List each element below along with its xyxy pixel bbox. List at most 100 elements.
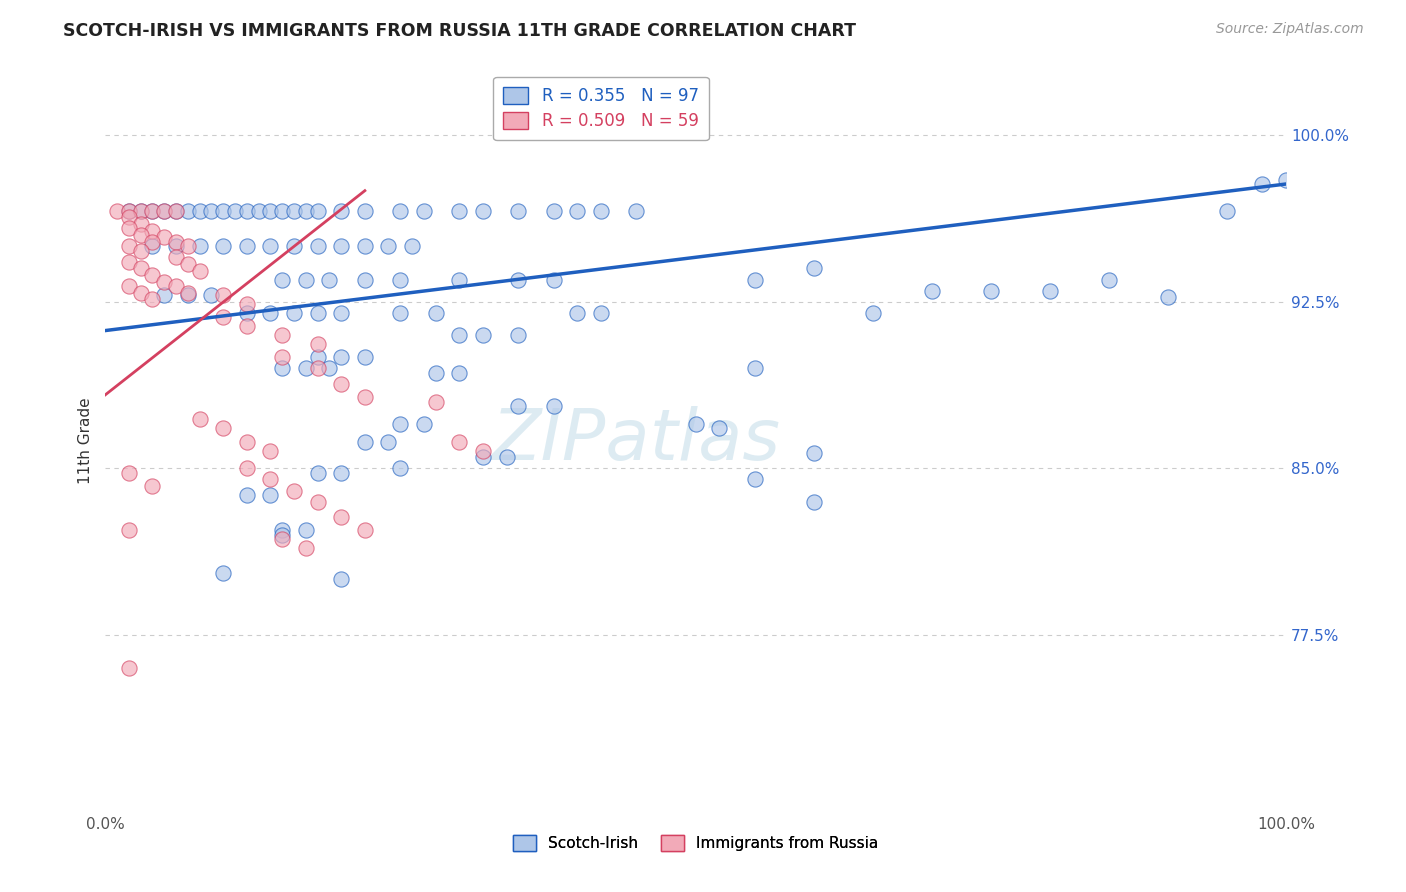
Point: [153, 203, 176, 218]
Point: [389, 461, 412, 475]
Point: [389, 272, 412, 286]
Point: [449, 328, 471, 343]
Point: [377, 239, 399, 253]
Point: [626, 203, 648, 218]
Point: [271, 361, 294, 376]
Point: [259, 203, 281, 218]
Point: [236, 461, 259, 475]
Point: [188, 239, 211, 253]
Point: [318, 361, 340, 376]
Point: [236, 319, 259, 334]
Point: [129, 244, 152, 258]
Point: [153, 230, 176, 244]
Point: [567, 203, 589, 218]
Point: [330, 572, 353, 586]
Point: [377, 434, 399, 449]
Point: [449, 434, 471, 449]
Point: [141, 479, 163, 493]
Point: [141, 293, 163, 307]
Point: [295, 272, 318, 286]
Point: [118, 221, 141, 235]
Point: [330, 466, 353, 480]
Point: [283, 483, 305, 498]
Point: [744, 361, 766, 376]
Point: [118, 524, 141, 538]
Point: [389, 306, 412, 320]
Point: [862, 306, 884, 320]
Point: [212, 421, 235, 435]
Point: [212, 310, 235, 325]
Point: [236, 297, 259, 311]
Point: [236, 488, 259, 502]
Point: [307, 350, 329, 364]
Point: [141, 224, 163, 238]
Point: [236, 434, 259, 449]
Point: [141, 203, 163, 218]
Point: [508, 399, 530, 413]
Point: [118, 203, 141, 218]
Point: [413, 203, 436, 218]
Point: [425, 306, 447, 320]
Point: [1251, 177, 1274, 191]
Point: [295, 524, 318, 538]
Point: [295, 541, 318, 556]
Point: [188, 203, 211, 218]
Point: [354, 203, 377, 218]
Point: [271, 328, 294, 343]
Point: [307, 494, 329, 508]
Point: [508, 203, 530, 218]
Point: [508, 272, 530, 286]
Point: [589, 203, 612, 218]
Point: [105, 203, 128, 218]
Point: [980, 284, 1002, 298]
Point: [259, 443, 281, 458]
Point: [495, 450, 517, 465]
Point: [129, 203, 152, 218]
Text: ZIPatlas: ZIPatlas: [492, 406, 780, 475]
Point: [177, 239, 200, 253]
Point: [1216, 203, 1239, 218]
Point: [425, 366, 447, 380]
Point: [212, 288, 235, 302]
Point: [259, 306, 281, 320]
Point: [165, 239, 187, 253]
Point: [1039, 284, 1062, 298]
Point: [141, 268, 163, 282]
Point: [389, 203, 412, 218]
Point: [744, 472, 766, 486]
Point: [283, 203, 305, 218]
Point: [921, 284, 943, 298]
Point: [389, 417, 412, 431]
Point: [707, 421, 730, 435]
Point: [354, 239, 377, 253]
Point: [449, 366, 471, 380]
Point: [271, 528, 294, 542]
Point: [1157, 290, 1180, 304]
Point: [685, 417, 707, 431]
Point: [212, 203, 235, 218]
Point: [471, 203, 494, 218]
Point: [118, 203, 141, 218]
Point: [259, 488, 281, 502]
Point: [271, 272, 294, 286]
Point: [118, 661, 141, 675]
Legend: Scotch-Irish, Immigrants from Russia: Scotch-Irish, Immigrants from Russia: [506, 829, 884, 857]
Point: [129, 261, 152, 276]
Point: [330, 239, 353, 253]
Point: [330, 306, 353, 320]
Point: [200, 288, 222, 302]
Point: [471, 450, 494, 465]
Point: [330, 203, 353, 218]
Point: [307, 203, 329, 218]
Point: [271, 203, 294, 218]
Y-axis label: 11th Grade: 11th Grade: [79, 397, 93, 483]
Point: [449, 272, 471, 286]
Point: [271, 533, 294, 547]
Point: [236, 203, 259, 218]
Point: [153, 203, 176, 218]
Point: [589, 306, 612, 320]
Point: [129, 285, 152, 300]
Point: [141, 239, 163, 253]
Point: [803, 494, 825, 508]
Point: [177, 288, 200, 302]
